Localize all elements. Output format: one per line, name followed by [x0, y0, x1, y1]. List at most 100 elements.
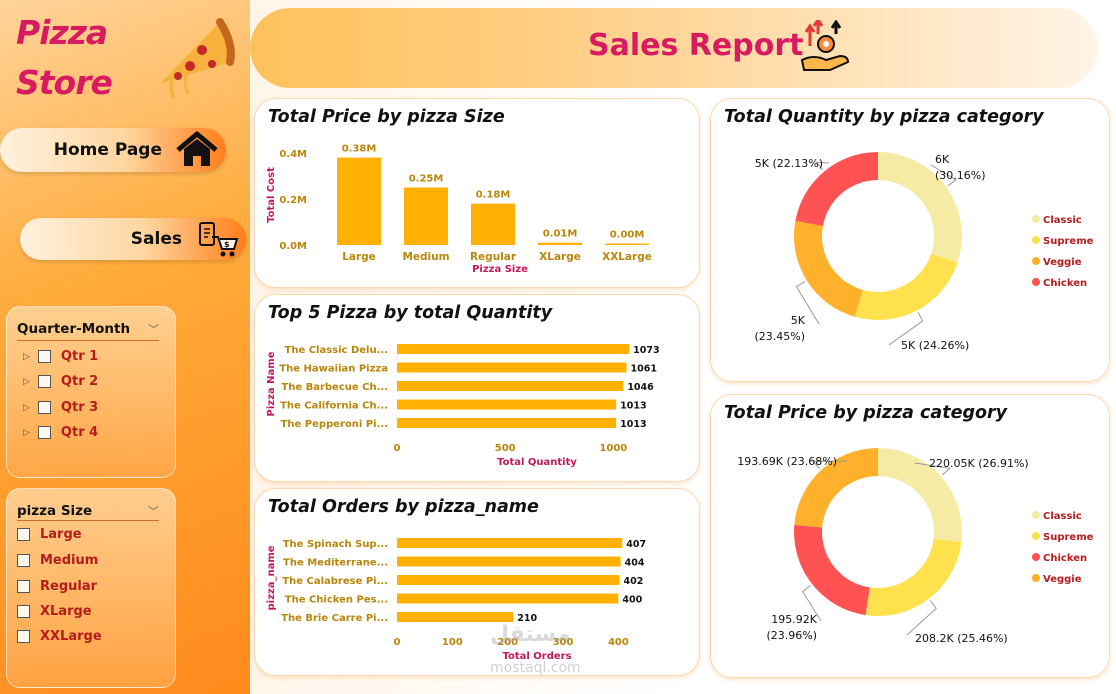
- x-tick-label: Regular: [470, 251, 517, 263]
- legend-label: Chicken: [1043, 278, 1087, 289]
- x-tick-label: 100: [442, 637, 463, 648]
- quantity-by-category-card: Total Quantity by pizza category 6K (30.1…: [710, 98, 1110, 382]
- filter-item-medium[interactable]: Medium: [17, 553, 98, 568]
- donut-slice: [854, 253, 958, 320]
- filter-item-qtr-1[interactable]: ▷ Qtr 1: [23, 349, 99, 364]
- chart-title: Total Quantity by pizza category: [724, 107, 1044, 127]
- brand-line-2: Store: [16, 63, 113, 102]
- pizza-size-filter: pizza Size ﹀ Large Medium Regular XLarge…: [6, 488, 176, 688]
- bar-value-label: 1013: [620, 419, 646, 430]
- sidebar: Pizza Store Home Page Sales $ Quarter-Mo…: [0, 0, 250, 694]
- filter-item-xxlarge[interactable]: XXLarge: [17, 629, 102, 644]
- page-title: Sales Report: [588, 28, 804, 63]
- y-axis-title: Pizza Name: [266, 351, 277, 416]
- filter-item-regular[interactable]: Regular: [17, 579, 97, 594]
- slice-label: 5K: [791, 314, 806, 327]
- orders-by-name-chart: The Spinach Sup... 407 The Mediterrane... 4…: [266, 538, 646, 662]
- bar: [397, 556, 621, 567]
- home-icon: [176, 131, 218, 166]
- checkbox[interactable]: [37, 401, 51, 414]
- y-tick-label: The California Ch...: [280, 401, 388, 412]
- y-tick-label: The Barbecue Ch...: [281, 382, 388, 393]
- chart-title: Total Price by pizza category: [724, 403, 1008, 423]
- bar-value-label: 0.00M: [610, 230, 645, 241]
- bar: [538, 242, 582, 245]
- checkbox[interactable]: [17, 528, 30, 541]
- chevron-down-icon[interactable]: ﹀: [148, 323, 159, 336]
- slice-label: (23.96%): [766, 629, 817, 642]
- bar: [605, 243, 649, 245]
- bar: [397, 344, 630, 354]
- filter-item-large[interactable]: Large: [17, 527, 82, 542]
- filter-item-qtr-4[interactable]: ▷ Qtr 4: [23, 425, 99, 440]
- x-axis-title: Total Orders: [502, 651, 571, 662]
- bar-value-label: 0.18M: [476, 190, 511, 201]
- legend-label: Classic: [1043, 511, 1082, 522]
- bar-value-label: 402: [624, 576, 644, 587]
- price-by-category-chart: 220.05K (26.91%) 208.2K (25.46%) 195.92K (2…: [737, 448, 1094, 645]
- price-by-size-card: Total Price by pizza Size 0.0M 0.2M 0.4M To…: [254, 98, 700, 288]
- checkbox[interactable]: [17, 554, 30, 567]
- x-tick-label: 300: [553, 637, 574, 648]
- orders-by-name-card: Total Orders by pizza_name The Spinach S…: [254, 488, 700, 676]
- sales-button[interactable]: Sales $: [20, 218, 246, 260]
- donut-slice: [878, 448, 962, 543]
- leader-line: [906, 600, 937, 636]
- leader-line: [888, 311, 924, 346]
- legend-marker: [1032, 511, 1040, 519]
- checkbox[interactable]: [37, 350, 51, 363]
- y-tick-label: The Classic Delu...: [285, 345, 389, 356]
- bar: [397, 575, 620, 585]
- donut-slice: [794, 220, 863, 317]
- pizza-slice-icon: [160, 18, 235, 99]
- donut-slice: [878, 152, 962, 263]
- legend-marker: [1032, 553, 1040, 561]
- home-page-label: Home Page: [53, 140, 162, 160]
- y-tick-label: 0.4M: [279, 149, 307, 160]
- y-tick-label: The Pepperoni Pi...: [281, 419, 388, 430]
- filter-item-qtr-2[interactable]: ▷ Qtr 2: [23, 374, 99, 389]
- top5-quantity-chart: The Classic Delu... 1073 The Hawaiian Pizz…: [266, 344, 660, 468]
- quarter-month-title: Quarter-Month: [17, 321, 131, 337]
- legend-label: Veggie: [1043, 574, 1082, 585]
- watermark-url: mostaql.com: [490, 660, 581, 676]
- divider: [17, 340, 159, 341]
- x-axis-title: Total Quantity: [497, 457, 577, 468]
- expand-triangle-icon[interactable]: ▷: [23, 427, 30, 438]
- bar-value-label: 400: [622, 595, 642, 606]
- bar: [397, 593, 619, 604]
- filter-item-xlarge[interactable]: XLarge: [17, 604, 92, 619]
- leader-line: [815, 161, 830, 171]
- quantity-by-category-chart: 6K (30.16%) 5K (24.26%) 5K (23.45%) 5K (22.13…: [754, 152, 1094, 352]
- bar-value-label: 0.38M: [342, 144, 377, 155]
- slice-label: 195.92K: [771, 613, 817, 626]
- home-page-button[interactable]: Home Page: [0, 128, 226, 172]
- x-tick-label: 1000: [599, 443, 627, 454]
- checkbox[interactable]: [17, 630, 30, 643]
- filter-item-qtr-3[interactable]: ▷ Qtr 3: [23, 400, 99, 415]
- chevron-down-icon[interactable]: ﹀: [148, 505, 159, 518]
- legend-marker: [1032, 278, 1040, 286]
- bar-value-label: 1013: [620, 401, 646, 412]
- donut-slice: [794, 525, 870, 616]
- bar: [397, 399, 617, 410]
- slice-label: (23.45%): [754, 330, 805, 343]
- bar: [397, 538, 623, 548]
- x-tick-label: XXLarge: [602, 251, 652, 263]
- leader-line: [914, 462, 951, 476]
- expand-triangle-icon[interactable]: ▷: [23, 376, 30, 387]
- chart-title: Total Price by pizza Size: [268, 107, 505, 127]
- sales-growth-icon: [800, 20, 850, 71]
- slice-label: 5K (24.26%): [901, 339, 969, 352]
- y-tick-label: The Brie Carre Pi...: [281, 613, 388, 624]
- slice-label: (30.16%): [935, 169, 986, 182]
- expand-triangle-icon[interactable]: ▷: [23, 402, 30, 413]
- expand-triangle-icon[interactable]: ▷: [23, 351, 30, 362]
- checkbox[interactable]: [17, 605, 30, 618]
- checkbox[interactable]: [37, 426, 51, 439]
- checkbox[interactable]: [37, 375, 51, 388]
- bar-value-label: 0.01M: [543, 229, 578, 240]
- checkbox[interactable]: [17, 580, 30, 593]
- x-tick-label: 0: [394, 637, 401, 648]
